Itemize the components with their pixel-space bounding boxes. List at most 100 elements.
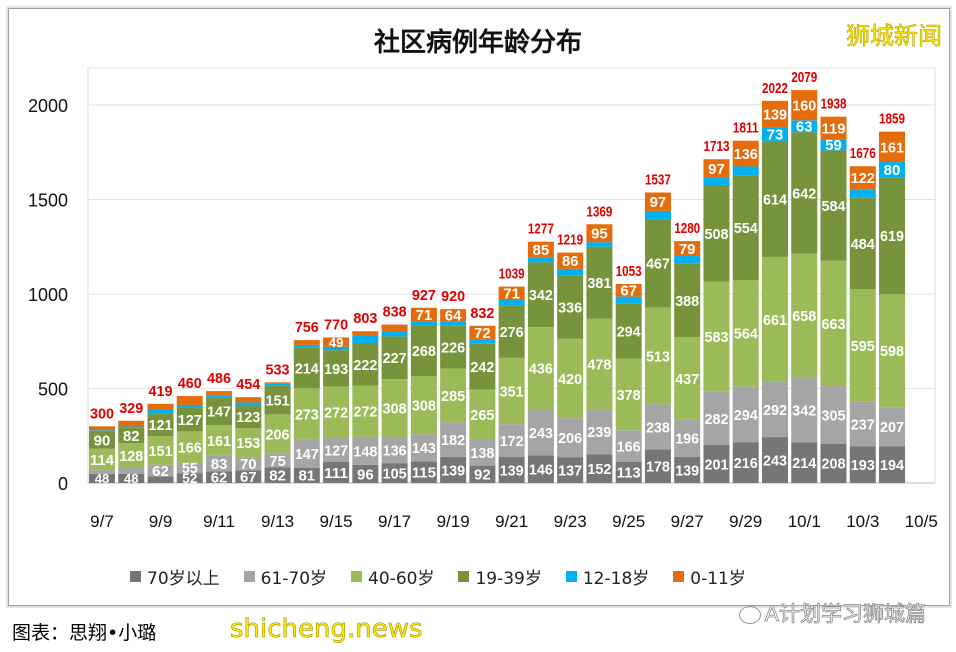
- bar-segment: [820, 139, 847, 151]
- bar-segment: [849, 166, 876, 190]
- legend-item: 61-70岁: [243, 564, 327, 589]
- segment-label: 49: [329, 335, 344, 350]
- segment-label: 216: [734, 455, 758, 472]
- segment-label: 123: [236, 409, 260, 426]
- bar-segment: [703, 159, 730, 178]
- bar-segment: [89, 448, 115, 471]
- bar-segment: [820, 260, 847, 387]
- bar-segment: [469, 389, 496, 440]
- total-label: 460: [178, 375, 202, 392]
- y-tick-label: 0: [58, 474, 68, 494]
- bar-segment: [206, 391, 233, 396]
- bar-segment: [527, 455, 554, 483]
- bar-segment: [264, 385, 291, 415]
- x-tick-label: 9/25: [612, 512, 645, 531]
- segment-label: 80: [884, 162, 901, 179]
- bar-segment: [615, 358, 642, 431]
- bar-segment: [820, 386, 847, 444]
- y-tick-label: 1000: [28, 285, 68, 305]
- bar-segment: [118, 420, 145, 427]
- segment-label: 661: [763, 312, 787, 329]
- segment-label: 243: [529, 425, 553, 442]
- bar-segment: [410, 376, 437, 435]
- bar-segment: [147, 409, 174, 414]
- segment-label: 95: [591, 226, 608, 243]
- bar-segment: [293, 467, 320, 483]
- total-label: 920: [441, 288, 465, 305]
- bar-segment: [761, 256, 788, 382]
- segment-label: 96: [357, 466, 374, 483]
- bar-segment: [293, 344, 320, 348]
- bar-segment: [791, 442, 818, 483]
- bar-segment: [879, 177, 906, 295]
- total-label: 533: [266, 361, 290, 378]
- segment-label: 273: [295, 407, 319, 424]
- bar-segment: [820, 116, 847, 140]
- segment-label: 437: [675, 371, 699, 388]
- bar-segment: [206, 455, 233, 472]
- bar-segment: [323, 337, 350, 347]
- segment-label: 139: [675, 462, 699, 479]
- chart-title: 社区病例年龄分布: [373, 28, 582, 58]
- segment-label: 86: [562, 253, 579, 270]
- bar-segment: [176, 404, 203, 408]
- total-label: 1859: [879, 111, 905, 128]
- bar-segment: [527, 327, 554, 410]
- bar-segment: [703, 177, 730, 186]
- segment-label: 151: [266, 393, 290, 410]
- legend-label: 0-11岁: [690, 569, 746, 589]
- bar-segment: [557, 418, 584, 458]
- x-tick-label: 9/29: [729, 512, 762, 531]
- bar-segment: [527, 262, 554, 328]
- bar-segment: [586, 224, 613, 243]
- segment-label: 336: [558, 299, 582, 316]
- legend-swatch: [458, 571, 470, 582]
- segment-label: 193: [324, 361, 348, 378]
- bar-segment: [469, 343, 496, 390]
- bar-segment: [440, 325, 467, 369]
- bar-segment: [264, 414, 291, 454]
- bar-segment: [674, 456, 701, 483]
- bar-segment: [381, 437, 408, 464]
- segment-label: 59: [825, 137, 842, 154]
- bar-segment: [176, 407, 203, 432]
- segment-label: 282: [704, 411, 728, 428]
- segment-label: 201: [704, 456, 728, 473]
- segment-label: 147: [207, 404, 231, 421]
- segment-label: 242: [470, 359, 494, 376]
- bar-segment: [440, 309, 467, 322]
- bar-segment: [849, 401, 876, 447]
- bar-segment: [586, 318, 613, 410]
- segment-label: 111: [324, 465, 348, 482]
- bar-segment: [118, 443, 145, 468]
- bar-segment: [791, 90, 818, 121]
- bar-segment: [615, 283, 642, 297]
- segment-label: 139: [763, 106, 787, 123]
- bar-segment: [323, 350, 350, 387]
- bar-segment: [176, 431, 203, 463]
- segment-label: 143: [412, 440, 436, 457]
- bar-segment: [644, 219, 671, 308]
- segment-label: 583: [704, 329, 728, 346]
- segment-label: 420: [558, 371, 582, 388]
- segment-label: 148: [353, 443, 377, 460]
- segment-label: 388: [675, 293, 699, 310]
- segment-label: 63: [796, 119, 813, 136]
- segment-label: 208: [822, 456, 846, 473]
- bar-segment: [352, 331, 379, 336]
- bar-segment: [381, 336, 408, 380]
- chart-frame: [8, 8, 950, 606]
- segment-label: 294: [617, 323, 642, 340]
- segment-label: 147: [295, 446, 319, 463]
- segment-label: 136: [734, 146, 758, 163]
- x-tick-label: 10/3: [846, 512, 879, 531]
- total-label: 1280: [674, 220, 700, 237]
- segment-label: 160: [792, 98, 816, 115]
- bar-segment: [820, 150, 847, 261]
- y-tick-label: 1500: [28, 191, 68, 211]
- segment-label: 136: [383, 443, 407, 460]
- bar-segment: [703, 185, 730, 282]
- x-tick-label: 10/5: [905, 512, 938, 531]
- bar-segment: [761, 381, 788, 438]
- x-tick-label: 9/15: [320, 512, 353, 531]
